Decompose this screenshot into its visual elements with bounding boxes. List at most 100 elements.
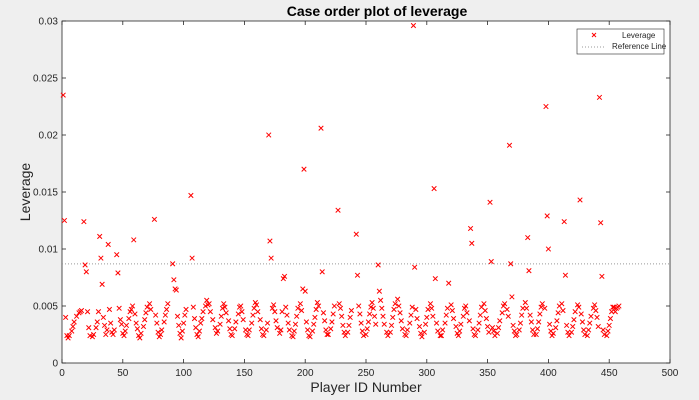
data-point bbox=[283, 304, 289, 310]
data-point bbox=[329, 319, 335, 325]
data-point bbox=[484, 323, 491, 330]
data-point bbox=[348, 307, 355, 314]
data-point bbox=[467, 225, 474, 232]
axis-ticks: 0 50 100 150 200 250 300 350 400 450 500 0 0.005 0.01… bbox=[33, 17, 679, 380]
data-point bbox=[525, 234, 531, 241]
data-point bbox=[60, 92, 66, 98]
data-point bbox=[600, 327, 606, 333]
data-point bbox=[170, 261, 176, 267]
data-point bbox=[559, 301, 565, 307]
data-point bbox=[268, 255, 274, 261]
data-point bbox=[366, 311, 373, 317]
data-point bbox=[291, 328, 297, 334]
data-point bbox=[229, 332, 235, 339]
data-point bbox=[607, 315, 614, 322]
data-point bbox=[303, 319, 310, 325]
data-point bbox=[430, 313, 436, 319]
data-point bbox=[227, 326, 233, 332]
data-point bbox=[577, 197, 583, 203]
data-point bbox=[562, 272, 569, 278]
data-point bbox=[270, 302, 277, 308]
data-point bbox=[396, 303, 402, 309]
data-point bbox=[320, 310, 327, 316]
data-point bbox=[161, 319, 167, 325]
data-point bbox=[313, 306, 319, 313]
data-point bbox=[442, 320, 448, 326]
data-point bbox=[233, 319, 239, 325]
data-point bbox=[183, 306, 189, 313]
data-point bbox=[182, 312, 188, 318]
data-point bbox=[94, 319, 100, 325]
data-point bbox=[93, 325, 99, 331]
data-point bbox=[433, 320, 440, 326]
data-point bbox=[222, 304, 228, 310]
data-point bbox=[294, 313, 300, 319]
data-points bbox=[60, 22, 622, 341]
data-point bbox=[82, 262, 88, 268]
data-point bbox=[204, 297, 210, 303]
data-point bbox=[365, 319, 372, 325]
data-point bbox=[544, 213, 550, 219]
data-point bbox=[377, 297, 384, 303]
data-point bbox=[518, 312, 525, 318]
data-point bbox=[419, 334, 425, 340]
x-tick-label: 50 bbox=[117, 368, 129, 379]
data-point bbox=[528, 319, 535, 325]
y-tick-label: 0.02 bbox=[39, 131, 59, 142]
data-point bbox=[572, 309, 578, 315]
data-point bbox=[212, 325, 218, 331]
data-point bbox=[455, 332, 462, 339]
data-point bbox=[165, 301, 171, 307]
data-point bbox=[414, 315, 420, 322]
data-point bbox=[529, 327, 536, 333]
data-point bbox=[78, 307, 85, 314]
data-point bbox=[319, 269, 325, 275]
data-point bbox=[363, 331, 369, 338]
data-point bbox=[476, 320, 482, 326]
data-point bbox=[523, 305, 530, 311]
data-point bbox=[261, 332, 267, 339]
data-point bbox=[269, 305, 276, 311]
data-point bbox=[133, 320, 139, 326]
data-point bbox=[554, 318, 560, 324]
data-point bbox=[107, 320, 114, 326]
legend-marker-icon bbox=[591, 32, 597, 38]
data-point bbox=[117, 317, 124, 323]
legend-box bbox=[576, 28, 665, 55]
data-point bbox=[314, 299, 321, 306]
data-point bbox=[563, 322, 570, 329]
x-tick-label: 200 bbox=[297, 368, 314, 379]
data-point bbox=[246, 327, 252, 333]
legend-entry-leverage: Leverage bbox=[622, 31, 656, 40]
data-point bbox=[561, 218, 567, 225]
data-point bbox=[328, 326, 334, 332]
data-point bbox=[307, 334, 313, 340]
data-point bbox=[581, 327, 587, 333]
data-point bbox=[137, 335, 143, 341]
data-point bbox=[267, 238, 273, 244]
data-point bbox=[369, 299, 375, 306]
data-point bbox=[376, 288, 383, 294]
data-point bbox=[486, 329, 492, 335]
data-point bbox=[71, 319, 77, 325]
data-point bbox=[511, 328, 518, 334]
data-point bbox=[594, 314, 600, 321]
data-point bbox=[550, 330, 556, 337]
data-point bbox=[309, 328, 316, 334]
data-point bbox=[536, 319, 542, 325]
data-point bbox=[439, 327, 446, 333]
data-point bbox=[123, 322, 130, 329]
data-point bbox=[217, 321, 223, 327]
data-point bbox=[281, 273, 288, 280]
data-point bbox=[469, 240, 475, 246]
data-point bbox=[356, 303, 362, 309]
data-point bbox=[446, 280, 452, 286]
data-point bbox=[104, 327, 110, 333]
data-point bbox=[392, 301, 398, 307]
y-tick-label: 0.005 bbox=[33, 302, 58, 313]
data-point bbox=[587, 320, 593, 326]
data-point bbox=[298, 307, 305, 314]
data-point bbox=[494, 330, 500, 337]
data-point bbox=[546, 321, 553, 327]
data-point bbox=[448, 302, 454, 308]
